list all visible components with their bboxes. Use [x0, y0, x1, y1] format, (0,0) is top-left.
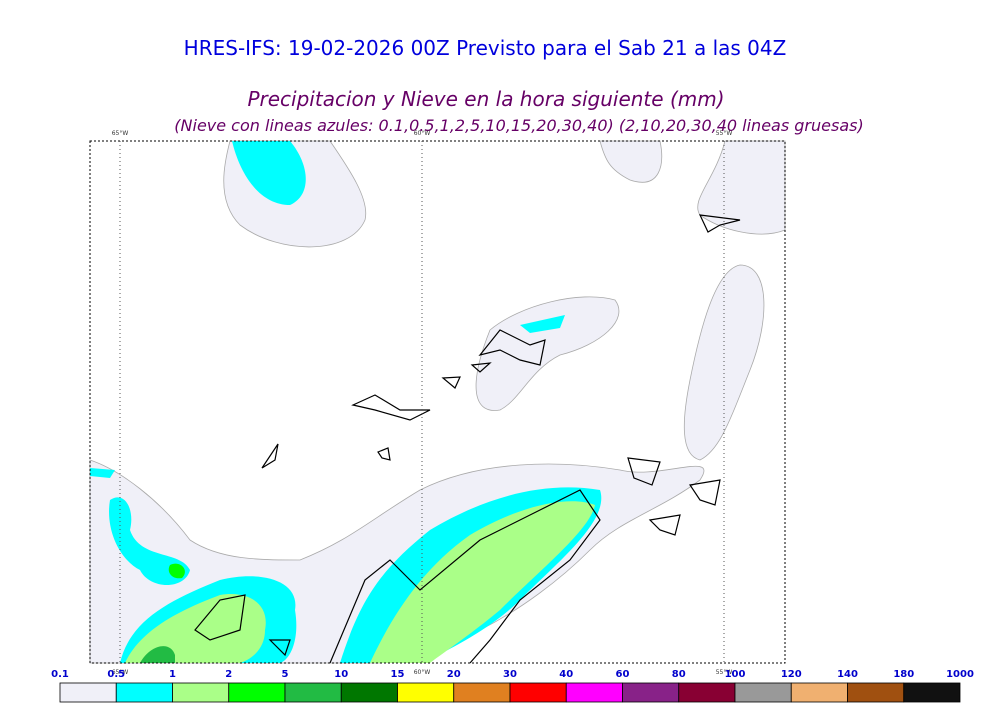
title: HRES-IFS: 19-02-2026 00Z Previsto para e… [184, 36, 787, 60]
lon-label: 55°W [716, 130, 733, 137]
level-label: 180 [893, 669, 914, 680]
color-box [228, 682, 286, 703]
note: (Nieve con lineas azules: 0.1,0.5,1,2,5,… [174, 116, 863, 135]
level-label: 0.5 [107, 669, 125, 680]
color-box [678, 682, 736, 703]
subtitle: Precipitacion y Nieve en la hora siguien… [247, 87, 724, 111]
color-box [340, 682, 398, 703]
color-box [397, 682, 455, 703]
level-label: 0.1 [51, 669, 69, 680]
color-box [284, 682, 342, 703]
level-label: 20 [447, 669, 461, 680]
color-box [734, 682, 792, 703]
color-box [453, 682, 511, 703]
level-label: 1000 [946, 669, 974, 680]
level-label: 100 [725, 669, 746, 680]
lon-label: 55°W [716, 669, 733, 676]
level-label: 120 [781, 669, 802, 680]
color-box [622, 682, 680, 703]
color-box [565, 682, 623, 703]
level-label: 40 [559, 669, 573, 680]
lon-label: 65°W [112, 130, 129, 137]
map: 65°W 60°W 55°W 65°W 60°W 55°W [89, 130, 786, 676]
level-label: 10 [334, 669, 348, 680]
colorbar: 0.1 0.5 1 2 5 10 15 20 30 40 60 80 100 120 140 180 1000 [51, 669, 974, 703]
color-box [115, 682, 173, 703]
level-label: 1 [169, 669, 176, 680]
color-box [509, 682, 567, 703]
level-label: 60 [616, 669, 630, 680]
lon-label: 60°W [414, 130, 431, 137]
level-label: 5 [282, 669, 289, 680]
level-label: 140 [837, 669, 858, 680]
level-label: 2 [225, 669, 232, 680]
color-box [903, 682, 961, 703]
color-box [59, 682, 117, 703]
lon-label: 60°W [414, 669, 431, 676]
level-label: 30 [503, 669, 517, 680]
color-box [847, 682, 905, 703]
lon-label: 65°W [112, 669, 129, 676]
level-label: 80 [672, 669, 686, 680]
color-box [172, 682, 230, 703]
level-label: 15 [391, 669, 405, 680]
color-box [790, 682, 848, 703]
